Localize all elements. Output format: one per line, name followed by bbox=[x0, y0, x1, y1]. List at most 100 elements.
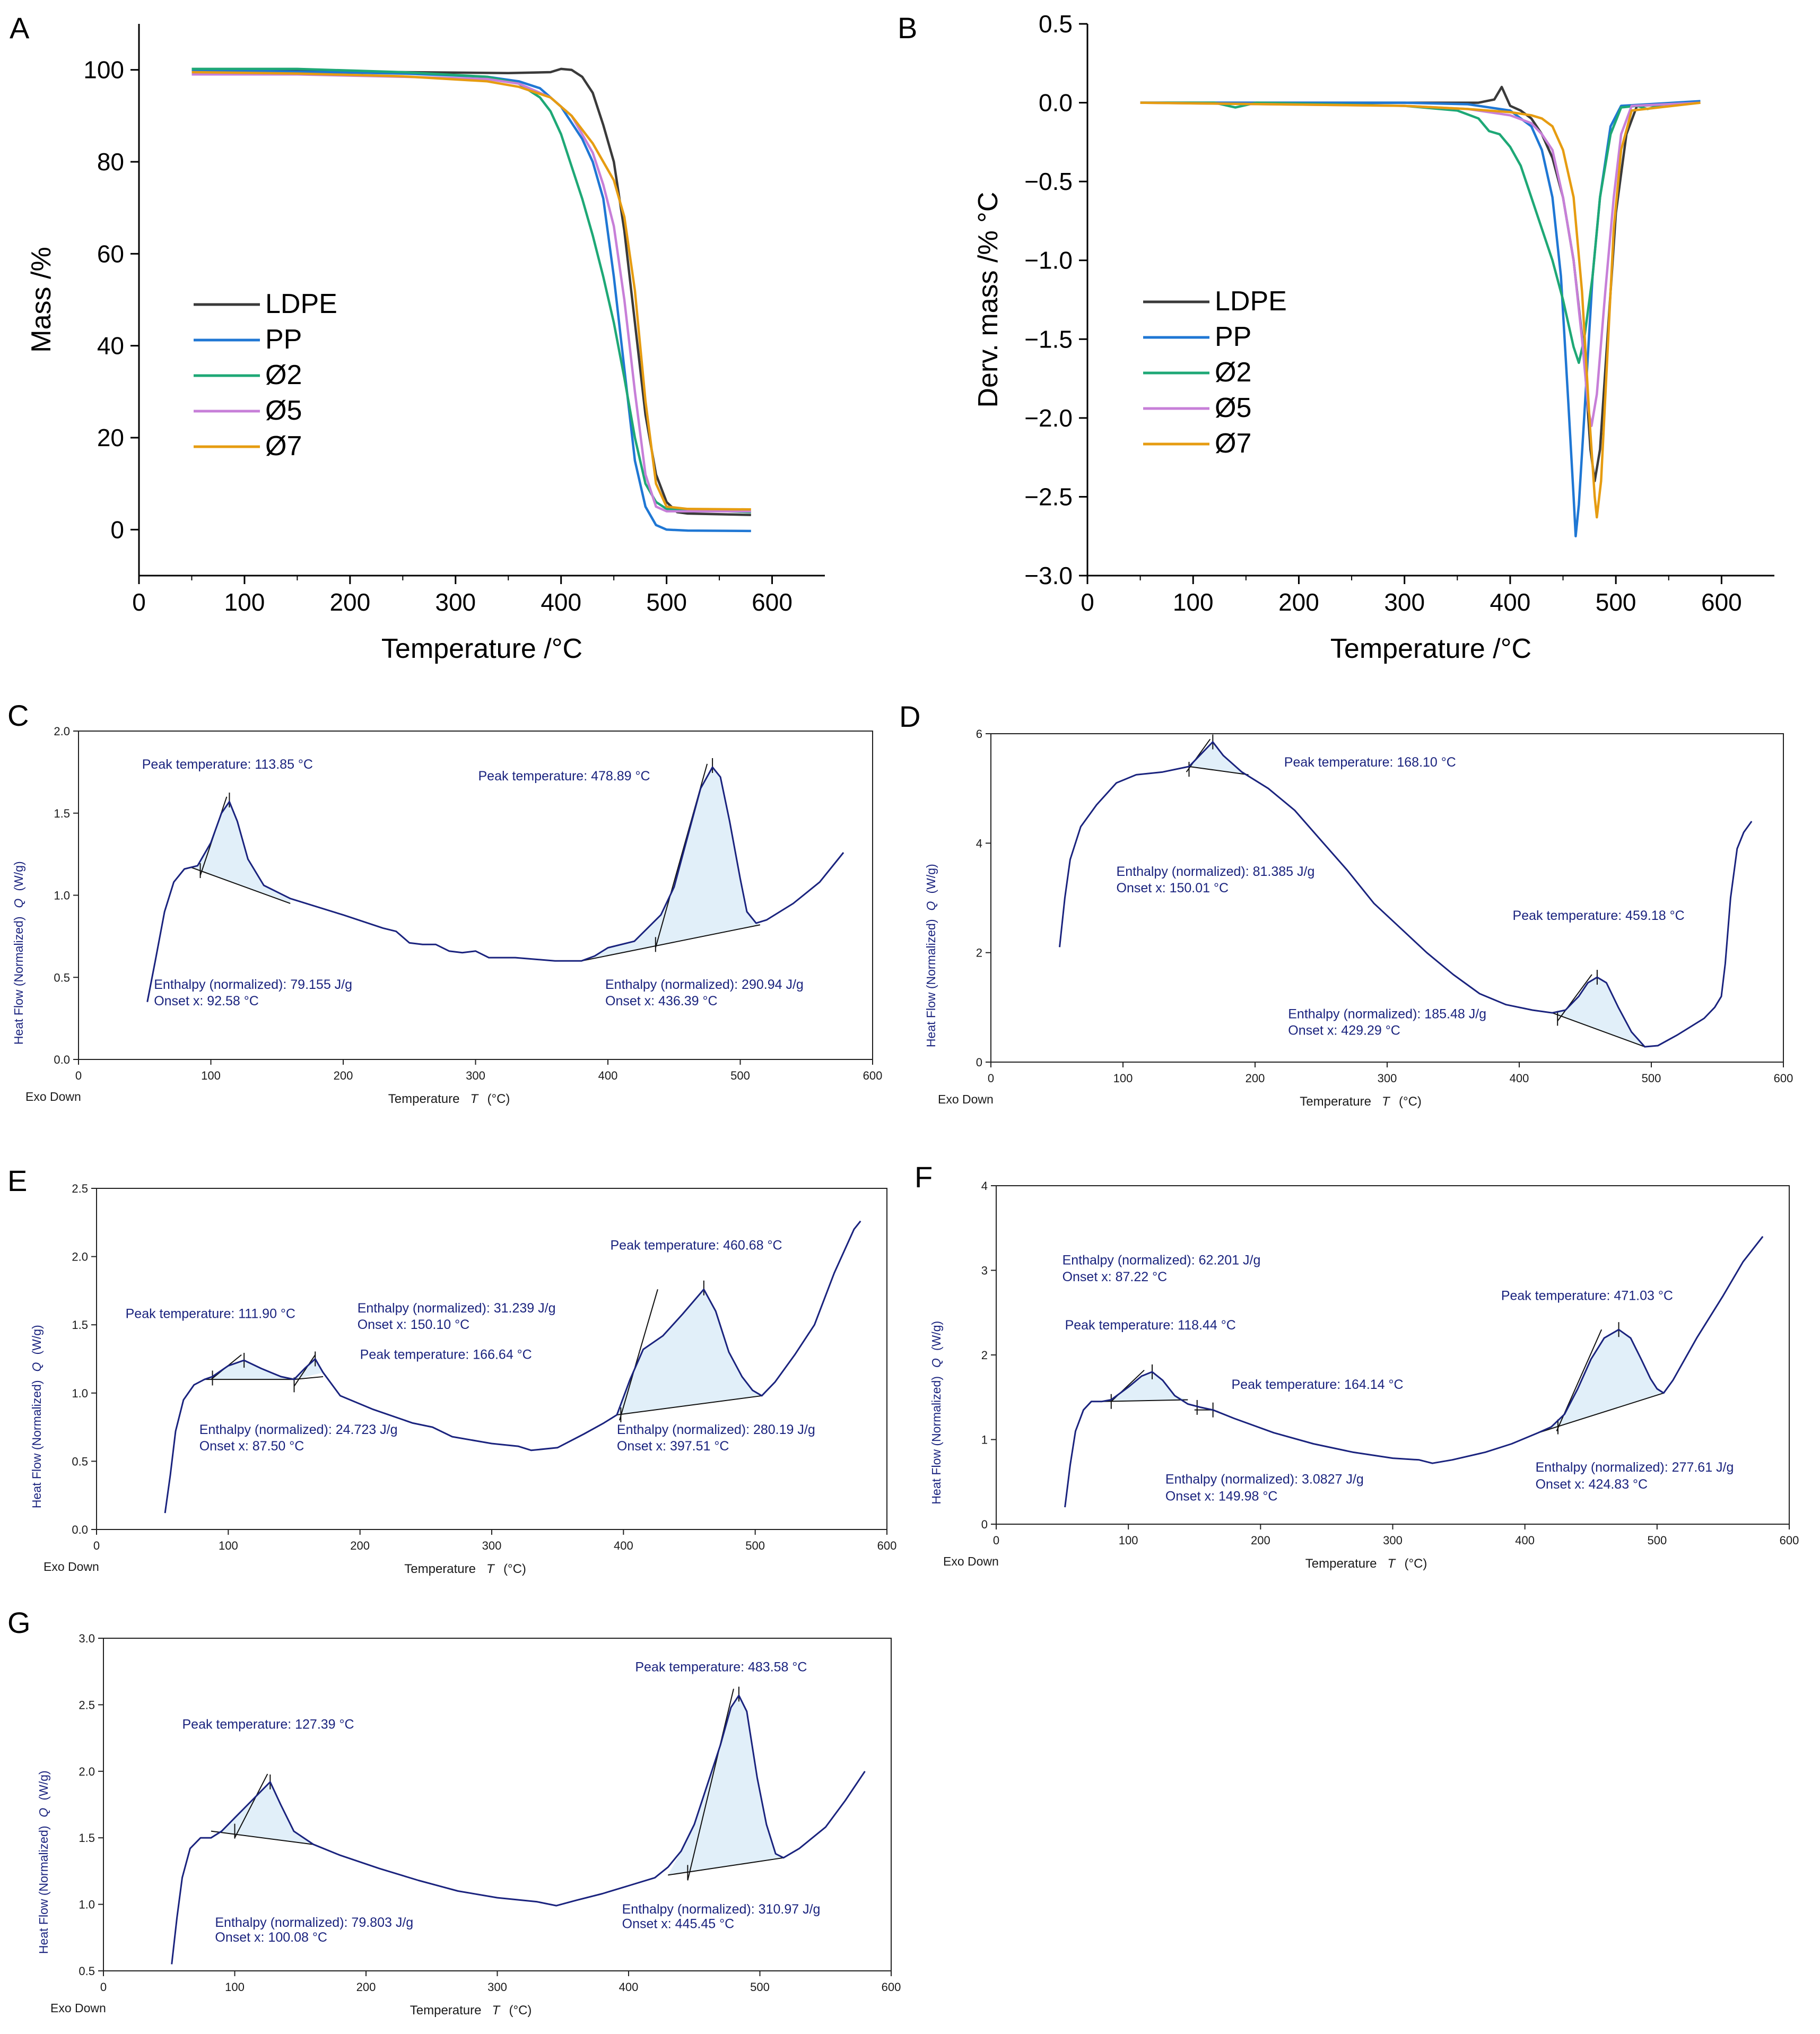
y-tick-label: 0.5 bbox=[1039, 10, 1073, 38]
y-axis-name: Heat Flow (Normalized) bbox=[12, 917, 25, 1045]
x-axis-name: Temperature bbox=[388, 1092, 460, 1106]
peak-baseline bbox=[1102, 1399, 1188, 1402]
x-axis-title: Temperature T (°C) bbox=[410, 2003, 532, 2018]
annotation-text: Onset x: 424.83 °C bbox=[1536, 1477, 1648, 1492]
x-tick-label: 300 bbox=[1384, 588, 1425, 616]
y-axis-unit: (W/g) bbox=[30, 1325, 43, 1354]
y-axis-var: Q bbox=[924, 901, 938, 911]
y-tick-label: −1.5 bbox=[1024, 325, 1073, 353]
y-tick-label: 0 bbox=[981, 1518, 988, 1531]
x-tick-label: 600 bbox=[863, 1069, 883, 1082]
panel-c: C 0 100 200 300 400 500 600 0.0 0.5 1.0 1.5 2.0 Tempe… bbox=[7, 699, 882, 1106]
y-tick-label: 1.0 bbox=[79, 1898, 95, 1911]
panel-g: G 0 100 200 300 400 500 600 0.5 1.0 1.5 2.0 2.5 3.0 Te… bbox=[7, 1606, 901, 2018]
peak-1 bbox=[1186, 734, 1249, 777]
exo-down-label: Exo Down bbox=[938, 1092, 994, 1106]
x-tick-label: 400 bbox=[619, 1980, 639, 1994]
x-tick-label: 100 bbox=[1119, 1534, 1138, 1547]
x-tick-label: 600 bbox=[877, 1539, 897, 1552]
peak-area bbox=[1552, 977, 1645, 1047]
onset-tangent bbox=[234, 1774, 268, 1838]
y-tick-label: 0.0 bbox=[72, 1523, 88, 1536]
y-tick-label: 2 bbox=[976, 946, 982, 960]
legend-label: PP bbox=[265, 324, 302, 355]
x-tick-label: 300 bbox=[466, 1069, 485, 1082]
legend: LDPE PP Ø2 Ø5 Ø7 bbox=[194, 289, 337, 462]
y-axis-title: Heat Flow (Normalized) Q (W/g) bbox=[924, 864, 938, 1047]
x-tick-label: 500 bbox=[1642, 1072, 1661, 1085]
annotation-text: Peak temperature: 471.03 °C bbox=[1501, 1288, 1673, 1303]
peak-baseline bbox=[1552, 1012, 1645, 1048]
x-tick-label: 600 bbox=[882, 1980, 901, 1994]
peak-3 bbox=[616, 1280, 762, 1422]
x-tick-label: 300 bbox=[1378, 1072, 1397, 1085]
legend-label: Ø7 bbox=[1215, 428, 1251, 459]
peak-area bbox=[1538, 1329, 1664, 1433]
x-tick-label: 500 bbox=[1647, 1534, 1667, 1547]
y-tick-label: 80 bbox=[97, 148, 124, 176]
x-tick-label: 600 bbox=[1774, 1072, 1793, 1085]
x-axis-title: Temperature T (°C) bbox=[388, 1092, 510, 1106]
y-axis-name: Heat Flow (Normalized) bbox=[37, 1826, 50, 1954]
x-tick-label: 0 bbox=[132, 588, 146, 616]
y-tick-label: 1.0 bbox=[72, 1387, 88, 1400]
y-tick-label: 2 bbox=[981, 1349, 988, 1362]
annotation-text: Peak temperature: 168.10 °C bbox=[1284, 755, 1456, 770]
y-tick-label: −3.0 bbox=[1024, 562, 1073, 589]
peak-area bbox=[1102, 1371, 1188, 1402]
x-tick-label: 100 bbox=[201, 1069, 221, 1082]
y-tick-label: 1.0 bbox=[54, 889, 70, 902]
panel-label: D bbox=[899, 700, 920, 733]
annotation-text: Enthalpy (normalized): 24.723 J/g bbox=[199, 1422, 398, 1437]
y-axis-var: Q bbox=[929, 1358, 943, 1368]
y-axis-title: Heat Flow (Normalized) Q (W/g) bbox=[37, 1770, 50, 1954]
annotation-text: Peak temperature: 111.90 °C bbox=[126, 1306, 295, 1321]
y-axis-var: Q bbox=[12, 899, 25, 908]
y-tick-label: 0.5 bbox=[79, 1965, 95, 1978]
peak-1 bbox=[190, 792, 291, 904]
y-tick-label: 20 bbox=[97, 424, 124, 451]
x-axis-var: T bbox=[471, 1092, 480, 1106]
x-tick-label: 400 bbox=[598, 1069, 618, 1082]
plot-frame bbox=[78, 731, 873, 1060]
y-axis-unit: (W/g) bbox=[924, 864, 938, 893]
peak-1 bbox=[204, 1353, 294, 1386]
annotation-text: Onset x: 92.58 °C bbox=[154, 994, 259, 1009]
panel-b: B 0 100 200 300 400 500 600 −3.0 −2.5 −2.0 −1.5 −1.0… bbox=[898, 10, 1774, 664]
y-tick-label: 3 bbox=[981, 1264, 988, 1277]
annotation-text: Enthalpy (normalized): 81.385 J/g bbox=[1117, 864, 1315, 879]
x-tick-label: 200 bbox=[329, 588, 370, 616]
y-tick-label: 1 bbox=[981, 1433, 988, 1447]
x-tick-label: 100 bbox=[1173, 588, 1214, 616]
onset-tangent bbox=[1186, 738, 1211, 772]
x-tick-label: 500 bbox=[750, 1980, 770, 1994]
annotation-text: Onset x: 445.45 °C bbox=[622, 1917, 735, 1932]
x-tick-label: 0 bbox=[1081, 588, 1094, 616]
legend-label: Ø5 bbox=[265, 395, 302, 426]
annotation-text: Peak temperature: 459.18 °C bbox=[1513, 908, 1685, 923]
x-tick-label: 500 bbox=[1596, 588, 1636, 616]
y-axis-var: Q bbox=[37, 1808, 50, 1818]
annotation-text: Peak temperature: 483.58 °C bbox=[635, 1660, 807, 1675]
y-axis-title: Heat Flow (Normalized) Q (W/g) bbox=[929, 1321, 943, 1505]
peak-area bbox=[191, 802, 291, 903]
annotation-text: Onset x: 150.01 °C bbox=[1117, 881, 1229, 896]
panel-label: C bbox=[7, 699, 29, 732]
series-line bbox=[1140, 101, 1701, 427]
x-axis-var: T bbox=[1382, 1094, 1391, 1109]
y-tick-label: 40 bbox=[97, 332, 124, 360]
annotation-text: Onset x: 100.08 °C bbox=[215, 1930, 327, 1945]
x-tick-label: 0 bbox=[993, 1534, 999, 1547]
y-axis-title: Derv. mass /% °C bbox=[973, 192, 1004, 408]
y-tick-label: 2.5 bbox=[79, 1698, 95, 1711]
y-tick-label: 60 bbox=[97, 240, 124, 267]
exo-down-label: Exo Down bbox=[943, 1554, 999, 1568]
x-tick-label: 200 bbox=[1246, 1072, 1265, 1085]
panel-label: A bbox=[10, 11, 30, 45]
heat-flow-curve bbox=[1059, 741, 1753, 1048]
legend-label: LDPE bbox=[1215, 286, 1287, 317]
y-tick-label: −0.5 bbox=[1024, 168, 1073, 195]
x-axis-unit: (°C) bbox=[503, 1562, 526, 1576]
x-tick-label: 200 bbox=[356, 1980, 376, 1994]
x-axis-title: Temperature T (°C) bbox=[1300, 1094, 1422, 1109]
